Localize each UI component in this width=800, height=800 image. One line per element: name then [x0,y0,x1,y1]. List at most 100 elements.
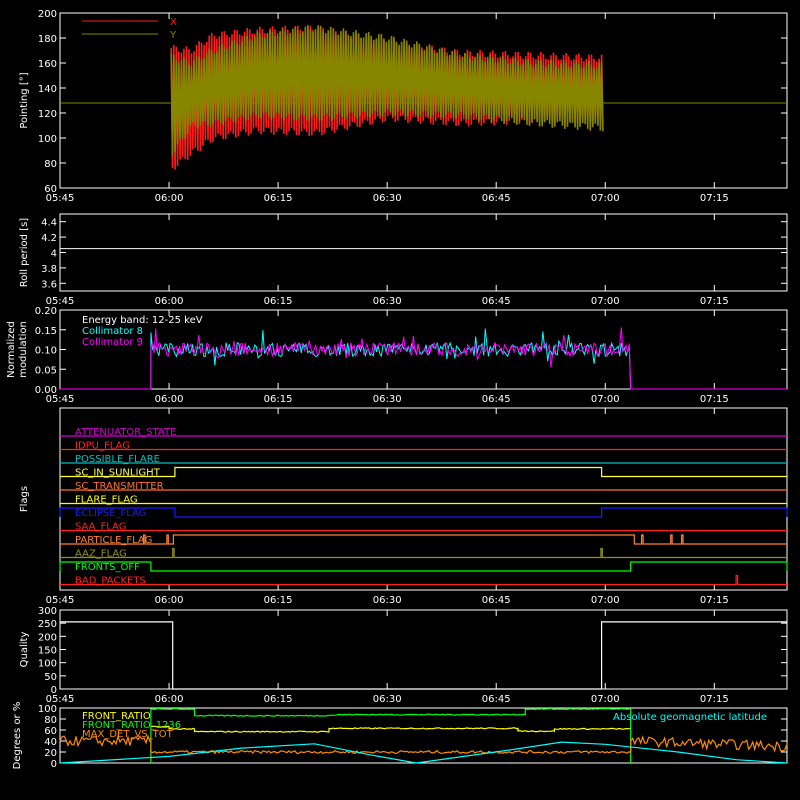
y-tick-label: 4.4 [41,218,57,229]
x-tick-label: 05:45 [46,595,75,606]
x-tick-label: 07:15 [700,193,729,204]
flag-particle-flag-label: PARTICLE_FLAG [75,535,152,546]
x-tick-label: 06:30 [373,296,402,307]
flag-possible-flare-label: POSSIBLE_FLARE [75,454,160,465]
y-tick-label: 0 [51,759,57,770]
y-tick-label: 200 [38,9,57,20]
y-axis-label: Roll period [s] [19,218,30,287]
x-tick-label: 06:00 [155,694,184,705]
y-tick-label: 120 [38,109,57,120]
y-tick-label: 0.15 [35,326,57,337]
x-tick-label: 07:00 [591,296,620,307]
y-tick-label: 160 [38,59,57,70]
geomagnetic-latitude-annotation: Absolute geomagnetic latitude [613,712,767,723]
x-tick-label: 07:15 [700,296,729,307]
x-tick-label: 06:45 [482,394,511,405]
series-max-det-vs-tot-trace [59,734,788,755]
panel-2: 05:45 06:00 06:15 06:30 06:45 07:00 07:15 0.00 0… [35,306,788,405]
flag-idpu-flag-label: IDPU_FLAG [75,441,130,452]
x-tick-label: 06:30 [373,595,402,606]
plot-frame [59,707,788,764]
flag-flare-flag-label: FLARE_FLAG [75,495,138,506]
x-tick-label: 06:15 [264,394,293,405]
flag-aaz-flag-trace [60,547,787,559]
y-tick-label: 300 [38,606,57,617]
x-tick-label: 07:15 [700,595,729,606]
series-collimator-9-trace [60,327,787,390]
x-tick-label: 07:00 [591,595,620,606]
legend-label-front-ratio: FRONT_RATIO [82,711,151,722]
flag-particle-flag-trace [60,534,787,545]
x-tick-label: 06:00 [155,193,184,204]
y-tick-label: 80 [44,159,57,170]
x-tick-label: 06:45 [482,193,511,204]
y-axis-label: Quality [19,632,30,668]
x-tick-label: 07:00 [591,394,620,405]
y-axis-label: Pointing [°] [19,72,30,128]
plot-frame [59,12,788,189]
x-tick-label: 07:15 [700,394,729,405]
panel-0: 05:45 06:00 06:15 06:30 06:45 07:00 07:15 60 80 1… [38,9,788,204]
flag-saa-flag-label: SAA_FLAG [75,522,126,533]
y-tick-label: 4.2 [41,233,57,244]
y-tick-label: 0.05 [35,365,57,376]
flag-eclipse-flag-trace [59,507,788,518]
y-tick-label: 200 [38,632,57,643]
panel-1: 05:45 06:00 06:15 06:30 06:45 07:00 07:15 3.6 3.… [41,213,788,307]
x-tick-label: 06:00 [155,394,184,405]
x-tick-label: 05:45 [46,296,75,307]
x-tick-label: 05:45 [46,193,75,204]
series-front-ratio-1236-trace [150,707,632,763]
flag-eclipse-flag-label: ECLIPSE_FLAG [75,508,146,519]
y-tick-label: 80 [44,715,57,726]
y-tick-label: 3.6 [41,279,57,290]
x-tick-label: 06:00 [155,296,184,307]
y-axis-label: Normalized [6,321,17,378]
flag-fronts-off-trace [59,561,788,572]
x-tick-label: 07:00 [591,193,620,204]
x-tick-label: 06:15 [264,296,293,307]
y-tick-label: 60 [44,726,57,737]
y-tick-label: 0.20 [35,306,57,317]
y-tick-label: 0.00 [35,385,57,396]
y-tick-label: 60 [44,184,57,195]
x-tick-label: 06:45 [482,694,511,705]
x-tick-label: 06:30 [373,694,402,705]
y-tick-label: 0 [51,685,57,696]
legend-label-y: Y [169,30,177,41]
quality-trace [60,621,787,690]
y-axis-label: Flags [19,486,30,512]
x-tick-label: 06:45 [482,296,511,307]
y-tick-label: 40 [44,737,57,748]
y-tick-label: 0.10 [35,346,57,357]
x-tick-label: 06:30 [373,193,402,204]
legend-label-collimator-8: Collimator 8 [82,326,143,337]
y-tick-label: 20 [44,748,57,759]
x-tick-label: 05:45 [46,694,75,705]
x-tick-label: 07:15 [700,694,729,705]
series-front-ratio-trace [150,725,632,733]
y-tick-label: 150 [38,646,57,657]
x-tick-label: 07:00 [591,694,620,705]
flag-sc-transmitter-label: SC_TRANSMITTER [75,481,164,492]
x-tick-label: 06:30 [373,394,402,405]
series-absolute-geomagnetic-latitude-trace [59,741,788,764]
legend-label-max-det-vs-tot: MAX_DET_VS_TOT [82,729,174,740]
series-y-trace [170,25,604,157]
panel-4: 05:45 06:00 06:15 06:30 06:45 07:00 07:15 0 50 10… [38,606,788,705]
x-tick-label: 06:15 [264,595,293,606]
y-tick-label: 100 [38,704,57,715]
flag-bad-packets-label: BAD_PACKETS [75,576,146,587]
plot-frame [59,407,788,591]
flag-sc-in-sunlight-trace [60,466,787,478]
x-tick-label: 06:15 [264,193,293,204]
y-tick-label: 100 [38,659,57,670]
flag-fronts-off-label: FRONTS_OFF [75,562,140,573]
series-collimator-8-trace [60,328,787,390]
legend-label-collimator-9: Collimator 9 [82,337,143,348]
energy-band-annotation: Energy band: 12-25 keV [82,315,203,326]
x-tick-label: 05:45 [46,394,75,405]
